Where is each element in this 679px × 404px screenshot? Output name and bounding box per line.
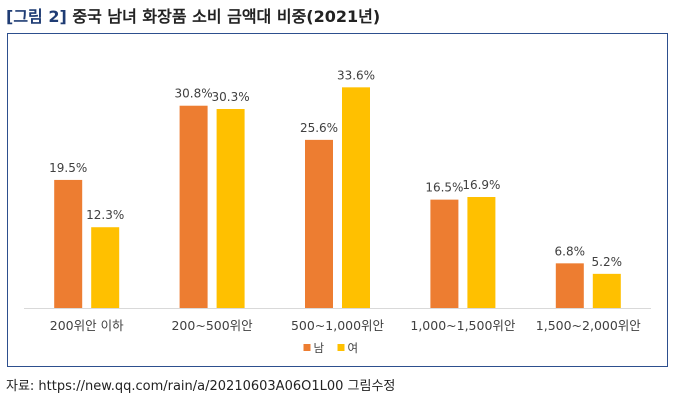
bar-female-1	[216, 109, 245, 308]
legend-label-female: 여	[348, 341, 359, 355]
bar-female-3	[467, 197, 496, 308]
bar-male-2	[305, 139, 333, 308]
source-note: 자료: https://new.qq.com/rain/a/20210603A0…	[6, 379, 396, 394]
x-tick-label-4: 1,500~2,000위안	[536, 318, 642, 333]
data-label-male-2: 25.6%	[300, 121, 338, 135]
data-label-male-3: 16.5%	[425, 181, 463, 195]
bar-male-0	[54, 179, 83, 308]
bar-female-0	[91, 227, 120, 308]
x-tick-label-1: 200~500위안	[171, 318, 253, 333]
bar-female-2	[342, 87, 370, 308]
bar-male-4	[555, 263, 584, 308]
legend-swatch-female	[337, 344, 345, 351]
bar-female-4	[592, 273, 621, 308]
data-label-male-4: 6.8%	[555, 244, 586, 258]
figure-title-text: 중국 남녀 화장품 소비 금액대 비중(2021년)	[72, 7, 381, 26]
data-label-female-3: 16.9%	[462, 178, 500, 192]
x-tick-label-2: 500~1,000위안	[291, 318, 385, 333]
data-label-female-1: 30.3%	[212, 90, 250, 104]
data-label-female-2: 33.6%	[337, 68, 375, 82]
chart-panel: 19.5% 12.3% 200위안 이하 30.8% 30.3% 200~500위안 25.…	[7, 33, 668, 367]
bar-chart: 19.5% 12.3% 200위안 이하 30.8%30.3% 200~500위안 25.…	[24, 68, 651, 355]
data-label-female-4: 5.2%	[592, 255, 623, 269]
x-tick-label-0: 200위안 이하	[50, 318, 124, 333]
figure-label: [그림 2]	[6, 7, 67, 26]
legend-swatch-male	[303, 344, 311, 351]
bar-male-3	[430, 199, 459, 308]
data-label-male-1: 30.8%	[175, 87, 213, 101]
data-label-female-0: 12.3%	[86, 208, 124, 222]
x-tick-label-3: 1,000~1,500위안	[410, 318, 516, 333]
bar-male-1	[179, 105, 208, 308]
figure-title: [그림 2] 중국 남녀 화장품 소비 금액대 비중(2021년)	[6, 4, 380, 30]
data-label-male-0: 19.5%	[49, 161, 87, 175]
legend-label-male: 남	[314, 341, 325, 355]
